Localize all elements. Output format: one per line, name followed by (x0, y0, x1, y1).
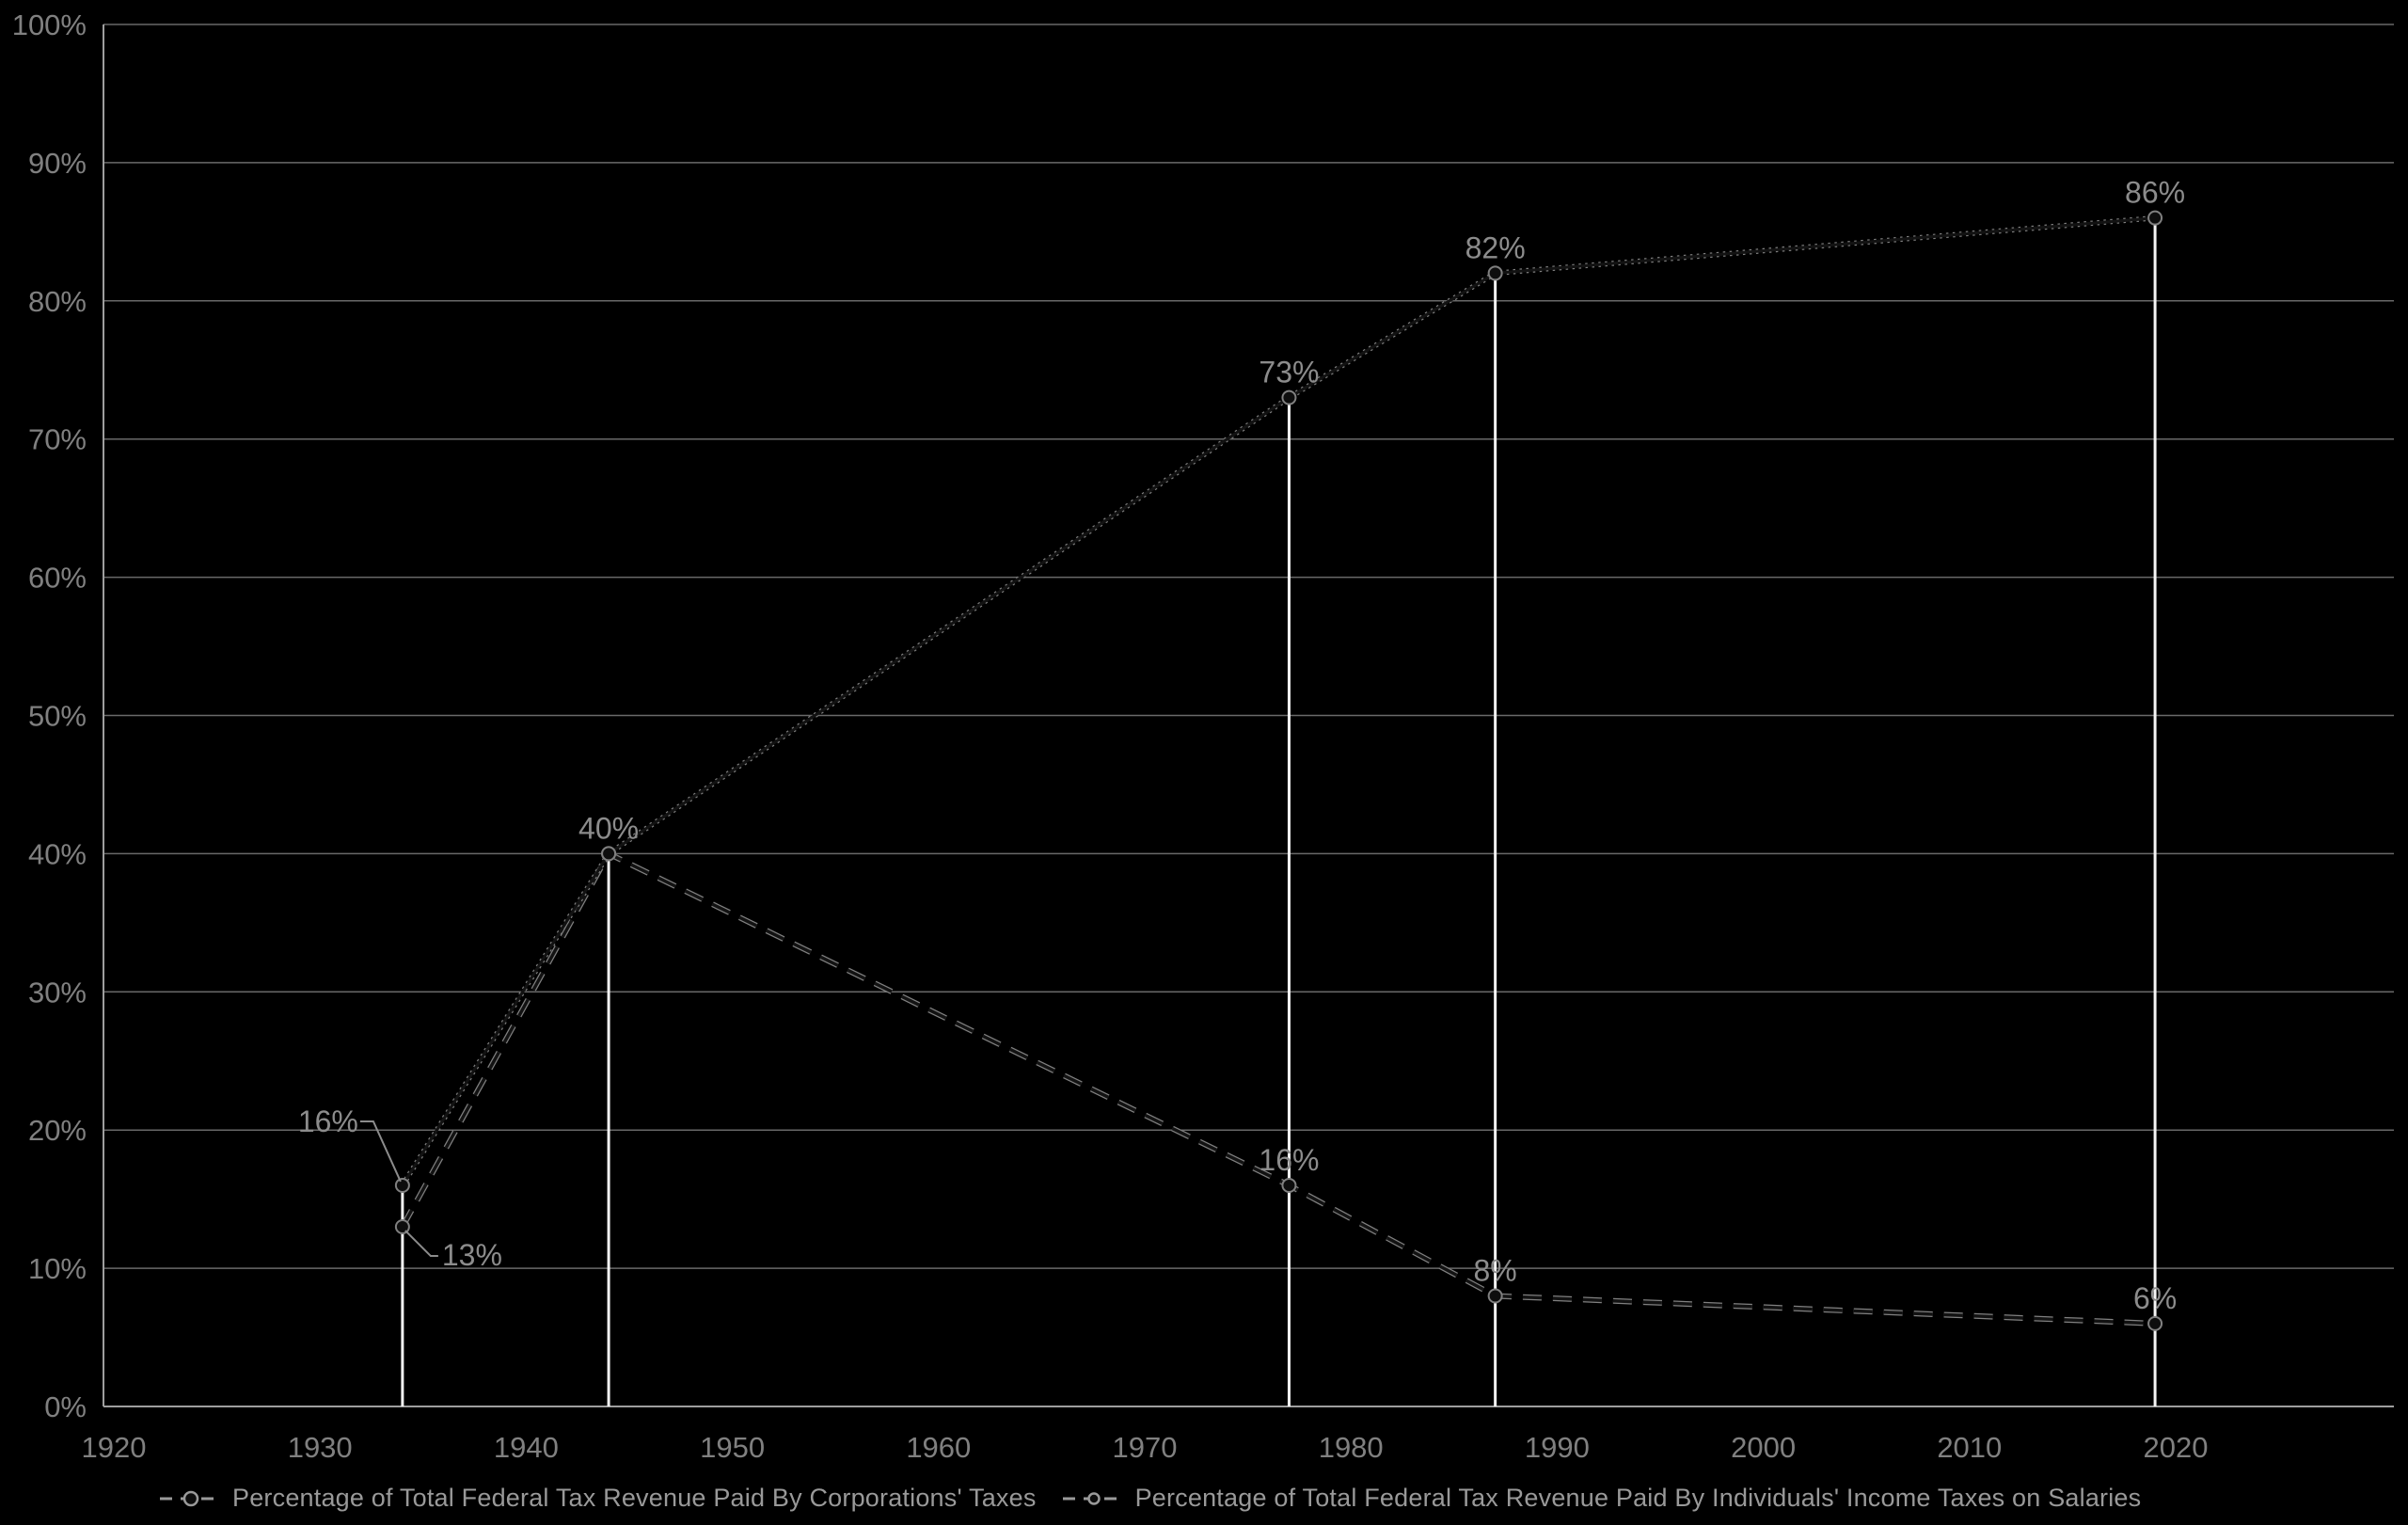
legend-label-corporations: Percentage of Total Federal Tax Revenue … (232, 1484, 1037, 1512)
data-point-label: 40% (578, 811, 639, 845)
x-axis-tick-label: 1970 (1113, 1431, 1178, 1464)
y-axis-tick-label: 50% (28, 700, 87, 733)
data-point-label: 13% (442, 1238, 502, 1272)
x-axis-tick-label: 1990 (1525, 1431, 1590, 1464)
x-axis-tick-label: 1950 (700, 1431, 765, 1464)
data-point-label: 86% (2125, 176, 2185, 210)
x-axis-tick-label: 2000 (1731, 1431, 1796, 1464)
legend-item-individuals-income-taxes: Percentage of Total Federal Tax Revenue … (1061, 1484, 2142, 1513)
y-axis-tick-label: 90% (28, 147, 87, 180)
y-axis-tick-label: 60% (28, 562, 87, 595)
data-point-marker (2147, 1315, 2163, 1331)
legend-item-corporations-taxes: Percentage of Total Federal Tax Revenue … (158, 1484, 1037, 1513)
x-axis-tick-label: 2020 (2144, 1431, 2209, 1464)
data-point-marker (601, 846, 617, 862)
x-axis-tick-label: 1940 (494, 1431, 559, 1464)
series-line-corporations (401, 851, 2156, 1326)
data-point-marker (2147, 210, 2163, 226)
y-axis-tick-label: 0% (44, 1390, 87, 1423)
data-point-label: 82% (1465, 230, 1526, 264)
data-point-marker (1281, 1177, 1297, 1193)
y-axis-tick-label: 10% (28, 1252, 87, 1285)
x-axis-tick-label: 1980 (1319, 1431, 1384, 1464)
y-axis-tick-label: 80% (28, 285, 87, 318)
dashed-line-filled-circle-marker-icon (160, 1490, 222, 1506)
y-axis-tick-label: 40% (28, 837, 87, 870)
chart-legend: Percentage of Total Federal Tax Revenue … (158, 1484, 2141, 1513)
data-point-marker (1487, 1288, 1503, 1304)
series-line-corporations-fringe (400, 850, 2156, 1326)
data-point-label: 6% (2133, 1281, 2177, 1315)
data-point-label: 16% (298, 1104, 358, 1138)
y-axis-tick-label: 20% (28, 1114, 87, 1147)
y-axis-tick-label: 30% (28, 976, 87, 1009)
data-point-marker (1487, 265, 1503, 281)
dashed-line-open-circle-marker-icon (1062, 1491, 1125, 1505)
legend-label-individuals: Percentage of Total Federal Tax Revenue … (1134, 1484, 2142, 1512)
x-axis-tick-label: 1930 (288, 1431, 353, 1464)
x-axis-tick-label: 1920 (82, 1431, 147, 1464)
y-axis-tick-label: 70% (28, 423, 87, 456)
label-leader-line (404, 1230, 438, 1258)
y-axis-tick-label: 100% (12, 8, 87, 41)
data-point-label: 8% (1474, 1253, 1517, 1287)
label-leader-line (359, 1120, 402, 1183)
data-point-label: 73% (1259, 356, 1319, 389)
x-axis-tick-label: 2010 (1937, 1431, 2002, 1464)
data-point-marker (394, 1177, 410, 1193)
data-point-marker (1281, 389, 1297, 405)
data-point-label: 16% (1259, 1143, 1319, 1177)
x-axis-tick-label: 1960 (906, 1431, 971, 1464)
